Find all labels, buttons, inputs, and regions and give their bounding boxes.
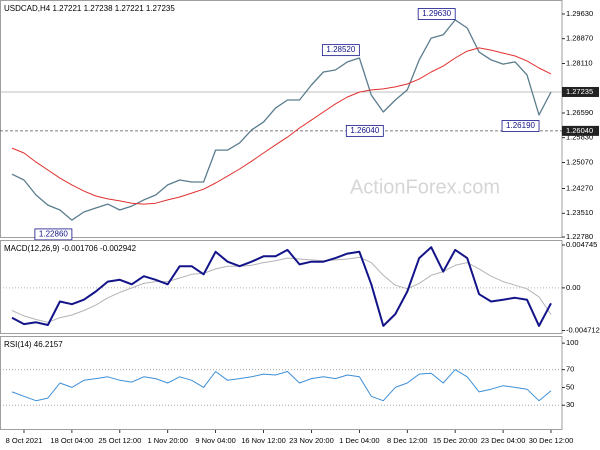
series-line	[11, 256, 552, 323]
x-tick-label: 15 Dec 20:00	[433, 436, 478, 445]
x-tick-label: 23 Dec 04:00	[481, 436, 526, 445]
price-tag-label: 1.27235	[566, 87, 593, 96]
y-tick-label: 1.28110	[566, 58, 593, 67]
y-tick-label: 1.22780	[566, 232, 593, 241]
y-tick-label: -0.004712	[566, 325, 600, 334]
watermark: ActionForex.com	[350, 176, 500, 198]
y-tick-label: 1.28870	[566, 34, 593, 43]
y-tick-label: 1.24270	[566, 183, 593, 192]
y-tick-label: 70	[566, 365, 574, 374]
series-line	[11, 19, 552, 221]
annotation-label: 1.26190	[506, 121, 535, 130]
x-tick-label: 23 Nov 20:00	[289, 436, 334, 445]
x-tick-label: 8 Oct 2021	[6, 436, 43, 445]
x-tick-label: 18 Oct 04:00	[50, 436, 93, 445]
panel-title: USDCAD,H4 1.27221 1.27238 1.27221 1.2723…	[4, 4, 175, 13]
x-tick-label: 1 Dec 04:00	[339, 436, 379, 445]
x-tick-label: 9 Nov 04:00	[195, 436, 235, 445]
level-tag	[562, 125, 599, 136]
y-tick-label: 1.25830	[566, 133, 593, 142]
annotation-label: 1.28520	[326, 45, 355, 54]
annotation-box	[501, 120, 540, 132]
x-tick-label: 16 Nov 12:00	[241, 436, 286, 445]
y-tick-label: 1.25070	[566, 157, 593, 166]
panel-title: RSI(14) 46.2157	[4, 340, 63, 349]
y-tick-label: 100	[566, 338, 579, 347]
y-tick-label: 1.23510	[566, 208, 593, 217]
series-line	[11, 47, 552, 205]
series-line	[11, 246, 552, 327]
y-tick-label: 1.26590	[566, 108, 593, 117]
price-tag	[562, 86, 599, 97]
annotation-label: 1.29630	[422, 9, 451, 18]
annotation-box	[34, 228, 73, 241]
annotation-box	[345, 124, 384, 137]
x-tick-label: 30 Dec 12:00	[529, 436, 574, 445]
x-tick-label: 1 Nov 20:00	[147, 436, 187, 445]
annotation-label: 1.22860	[39, 230, 68, 239]
annotation-box	[321, 44, 360, 57]
annotation-box	[417, 8, 456, 20]
y-tick-label: 1.29630	[566, 9, 593, 18]
series-line	[11, 369, 552, 402]
y-tick-label: 0.00	[566, 283, 581, 292]
y-tick-label: 30	[566, 400, 574, 409]
level-tag-label: 1.26040	[566, 126, 593, 135]
panel-frame	[0, 0, 563, 238]
y-tick-label: 0.004745	[566, 240, 597, 249]
annotation-label: 1.26040	[350, 126, 379, 135]
panel-title: MACD(12,26,9) -0.001706 -0.002942	[4, 244, 137, 253]
panel-frame	[0, 240, 563, 334]
panel-frame	[0, 336, 563, 430]
y-tick-label: 50	[566, 382, 574, 391]
x-tick-label: 25 Oct 12:00	[98, 436, 141, 445]
x-tick-label: 8 Dec 12:00	[387, 436, 427, 445]
